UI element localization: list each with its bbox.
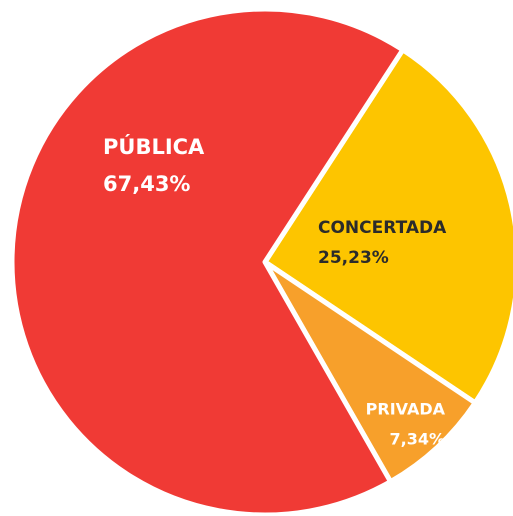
slice-value-label: 67,43% <box>103 172 190 196</box>
slice-value-label: 7,34% <box>389 430 445 449</box>
slice-value-label: 25,23% <box>318 248 389 268</box>
slice-label: PRIVADA <box>366 400 446 419</box>
slice-label: CONCERTADA <box>318 218 447 238</box>
slice-label: PÚBLICA <box>103 134 205 159</box>
pie-slice <box>9 6 406 516</box>
